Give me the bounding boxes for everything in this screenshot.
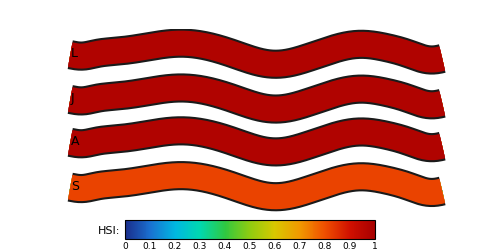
Text: HSI:: HSI: <box>98 225 120 235</box>
Text: L: L <box>71 47 78 60</box>
Text: J: J <box>71 92 74 105</box>
Text: S: S <box>71 179 79 192</box>
Text: A: A <box>71 134 80 147</box>
